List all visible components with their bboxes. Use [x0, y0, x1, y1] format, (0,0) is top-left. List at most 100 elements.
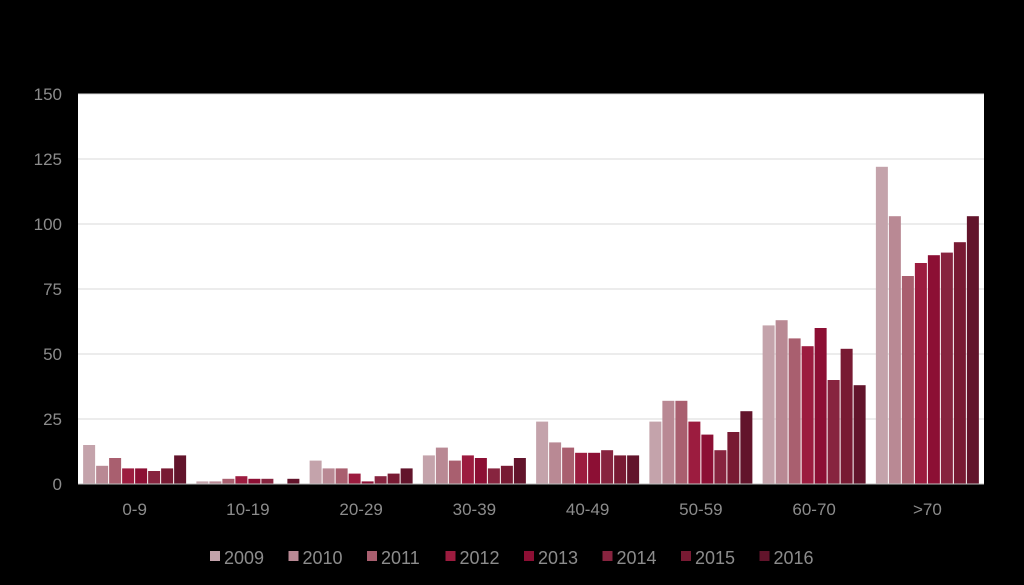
legend-label: 2013: [538, 548, 578, 568]
bars: [83, 166, 979, 485]
legend-label: 2009: [224, 548, 264, 568]
bar: [875, 166, 888, 485]
bar: [500, 465, 513, 484]
bar: [335, 468, 348, 484]
legend-swatch: [602, 551, 613, 561]
bar: [161, 468, 174, 484]
bar: [248, 478, 261, 484]
x-tick-label: 30-39: [453, 500, 496, 519]
x-axis: 0-9 10-19 20-29 30-39 40-49 50-59 60-70 >70: [78, 483, 984, 519]
bar: [83, 445, 96, 484]
bar: [727, 432, 740, 484]
x-tick-label: 50-59: [679, 500, 722, 519]
bar: [627, 455, 640, 484]
bar: [536, 421, 549, 484]
bar: [953, 242, 966, 484]
bar: [435, 447, 448, 484]
y-axis: 0 25 50 75 100 125 150: [34, 85, 62, 494]
x-tick-label: 60-70: [792, 500, 835, 519]
bar: [448, 460, 461, 484]
x-tick-label: >70: [913, 500, 942, 519]
bar: [387, 473, 400, 484]
y-tick-label: 50: [43, 345, 62, 364]
bar: [688, 421, 701, 484]
x-tick-label: 10-19: [226, 500, 269, 519]
legend-label: 2012: [460, 548, 500, 568]
bar: [235, 476, 248, 484]
bar: [662, 400, 675, 484]
bar: [400, 468, 413, 484]
bar: [714, 450, 727, 484]
bar: [562, 447, 575, 484]
bar: [374, 476, 387, 484]
bar: [649, 421, 662, 484]
bar: [853, 385, 866, 484]
bar: [901, 276, 914, 484]
bar: [174, 455, 187, 484]
bar: [309, 460, 322, 484]
bar: [461, 455, 474, 484]
legend-swatch: [445, 551, 456, 561]
y-tick-label: 0: [53, 475, 62, 494]
bar: [814, 328, 827, 484]
x-tick-label: 40-49: [566, 500, 609, 519]
y-tick-label: 150: [34, 85, 62, 104]
bar: [801, 346, 814, 484]
bar: [109, 458, 122, 484]
legend-swatch: [210, 551, 220, 561]
y-tick-label: 125: [34, 150, 62, 169]
bar: [209, 481, 222, 484]
y-tick-label: 75: [43, 280, 62, 299]
legend-swatch: [681, 551, 691, 561]
bar: [287, 478, 300, 484]
bar: [361, 481, 374, 484]
legend-label: 2014: [617, 548, 657, 568]
bar: [222, 478, 235, 484]
bar: [927, 255, 940, 484]
legend-label: 2015: [695, 548, 735, 568]
legend-label: 2011: [381, 548, 420, 568]
bar: [122, 468, 135, 484]
bar: [513, 458, 526, 484]
bar: [740, 411, 753, 484]
bar: [261, 478, 274, 484]
bar: [549, 442, 562, 484]
legend-swatch: [759, 551, 770, 561]
bar: [348, 473, 361, 484]
bar: [788, 338, 801, 484]
bar: [575, 452, 588, 484]
y-tick-label: 25: [43, 410, 62, 429]
bar: [322, 468, 335, 484]
legend-swatch: [288, 551, 299, 561]
legend-label: 2010: [303, 548, 343, 568]
bar: [588, 452, 601, 484]
bar: [827, 380, 840, 484]
bar: [888, 216, 901, 484]
bar: [762, 325, 775, 484]
bar: [675, 400, 688, 484]
legend: 2009 2010 2011 2012 2013 2014 2015 2016: [210, 548, 814, 568]
bar: [96, 465, 109, 484]
legend-label: 2016: [774, 548, 814, 568]
bar: [487, 468, 500, 484]
x-tick-label: 0-9: [122, 500, 147, 519]
legend-swatch: [367, 551, 377, 561]
y-tick-label: 100: [34, 215, 62, 234]
bar: [775, 320, 788, 484]
gridlines: [78, 93, 984, 420]
bar: [701, 434, 714, 484]
x-tick-label: 20-29: [339, 500, 382, 519]
bar: [614, 455, 627, 484]
bar: [474, 458, 487, 484]
bar: [966, 216, 979, 484]
legend-swatch: [524, 551, 534, 561]
bar: [148, 471, 161, 484]
bar: [601, 450, 614, 484]
bar: [135, 468, 148, 484]
bar: [840, 348, 853, 484]
bar: [914, 263, 927, 484]
bar: [196, 481, 209, 484]
bar: [940, 252, 953, 484]
bar: [422, 455, 435, 484]
